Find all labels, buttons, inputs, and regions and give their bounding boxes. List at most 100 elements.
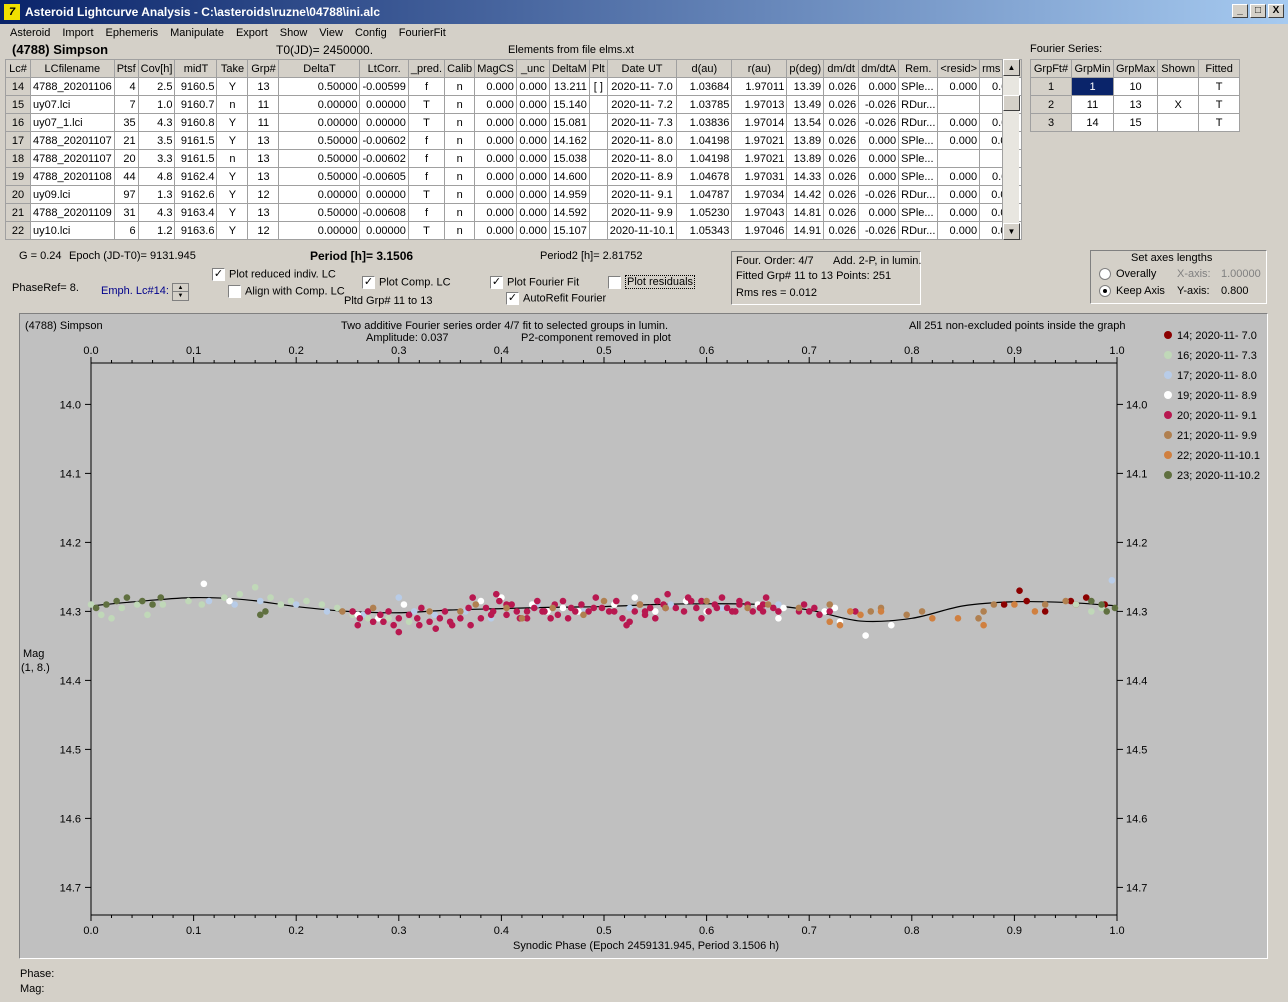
lightcurve-cell[interactable]: 0.026: [823, 185, 860, 204]
spin-down-icon[interactable]: ▼: [177, 293, 184, 299]
lightcurve-cell[interactable]: 1.97013: [731, 95, 788, 114]
lightcurve-cell[interactable]: SPle...: [898, 167, 939, 186]
lightcurve-cell[interactable]: 0.000: [937, 77, 981, 96]
lightcurve-cell[interactable]: 4788_20201107: [30, 149, 115, 168]
lightcurve-cell[interactable]: 0.000: [858, 203, 900, 222]
lightcurve-cell[interactable]: 0.026: [823, 113, 860, 132]
menu-import[interactable]: Import: [62, 27, 94, 39]
lightcurve-table[interactable]: Lc# LCfilename Ptsf Cov[h] midT Take Grp# Delta…: [5, 59, 1022, 240]
lightcurve-cell[interactable]: -0.00602: [359, 131, 409, 150]
y-axis-value[interactable]: 0.800: [1221, 285, 1249, 297]
lightcurve-cell[interactable]: f: [407, 149, 446, 168]
lightcurve-cell[interactable]: 0.000: [474, 113, 517, 132]
column-header[interactable]: d(au): [676, 59, 733, 78]
lightcurve-cell[interactable]: 1.3: [137, 185, 176, 204]
lightcurve-cell[interactable]: uy07_1.lci: [30, 113, 115, 132]
column-header[interactable]: MagCS: [474, 59, 517, 78]
lightcurve-cell[interactable]: 13.49: [786, 95, 825, 114]
lightcurve-cell[interactable]: 0.000: [474, 95, 517, 114]
lightcurve-cell[interactable]: uy07.lci: [30, 95, 115, 114]
lightcurve-cell[interactable]: Y: [216, 185, 249, 204]
lightcurve-cell[interactable]: n: [444, 221, 476, 240]
plot-residuals-checkbox[interactable]: Plot residuals: [608, 275, 696, 290]
menu-export[interactable]: Export: [235, 27, 268, 39]
lightcurve-cell[interactable]: n: [216, 149, 249, 168]
lightcurve-cell[interactable]: 4788_20201106: [30, 77, 115, 96]
lightcurve-cell[interactable]: 0.000: [858, 131, 900, 150]
lightcurve-cell[interactable]: 0.000: [474, 167, 517, 186]
fourier-cell[interactable]: T: [1198, 77, 1241, 96]
lightcurve-cell[interactable]: 0.000: [474, 203, 517, 222]
column-header[interactable]: DeltaM: [548, 59, 590, 78]
lightcurve-row[interactable]: 18 4788_20201107 20 3.3 9161.5 n 13 0.50000 -0.0…: [5, 149, 1022, 168]
plot-comp-checkbox[interactable]: ✓ Plot Comp. LC: [362, 276, 451, 289]
lightcurve-cell[interactable]: n: [216, 95, 249, 114]
column-header[interactable]: <resid>: [937, 59, 981, 78]
lightcurve-cell[interactable]: -0.00599: [359, 77, 409, 96]
lightcurve-cell[interactable]: 1.04198: [676, 149, 733, 168]
lightcurve-cell[interactable]: -0.026: [858, 221, 900, 240]
fourier-cell[interactable]: T: [1198, 113, 1241, 132]
lightcurve-cell[interactable]: n: [444, 185, 476, 204]
lightcurve-cell[interactable]: 0.000: [937, 131, 981, 150]
lightcurve-cell[interactable]: uy10.lci: [30, 221, 115, 240]
lightcurve-cell[interactable]: n: [444, 113, 476, 132]
minimize-button[interactable]: _: [1232, 4, 1248, 18]
fourier-row[interactable]: 1 1 10 T: [1030, 77, 1241, 96]
lightcurve-cell[interactable]: 14.959: [548, 185, 590, 204]
fourier-cell[interactable]: 1: [1030, 77, 1072, 96]
lightcurve-cell[interactable]: 0.000: [515, 203, 550, 222]
lightcurve-cell[interactable]: 0.50000: [278, 167, 361, 186]
lightcurve-cell[interactable]: 2.5: [137, 77, 176, 96]
lightcurve-cell[interactable]: 17: [5, 131, 31, 150]
lightcurve-cell[interactable]: uy09.lci: [30, 185, 115, 204]
lightcurve-cell[interactable]: [937, 95, 981, 114]
column-header[interactable]: Plt: [588, 59, 608, 78]
lightcurve-cell[interactable]: 16: [5, 113, 31, 132]
align-comp-checkbox[interactable]: Align with Comp. LC: [228, 285, 345, 298]
fourier-cell[interactable]: 14: [1071, 113, 1114, 132]
lightcurve-cell[interactable]: 9161.5: [174, 131, 218, 150]
spin-up-icon[interactable]: ▲: [173, 284, 188, 292]
lightcurve-cell[interactable]: 1.03785: [676, 95, 733, 114]
column-header[interactable]: Cov[h]: [137, 59, 176, 78]
column-header[interactable]: Rem.: [898, 59, 939, 78]
lightcurve-cell[interactable]: 11: [247, 95, 280, 114]
lightcurve-cell[interactable]: n: [444, 131, 476, 150]
lightcurve-cell[interactable]: n: [444, 77, 476, 96]
lightcurve-cell[interactable]: 6: [113, 221, 139, 240]
fourier-cell[interactable]: 10: [1112, 77, 1159, 96]
lightcurve-cell[interactable]: 0.000: [515, 113, 550, 132]
fourier-cell[interactable]: 11: [1071, 95, 1114, 114]
lightcurve-cell[interactable]: 0.000: [474, 185, 517, 204]
lightcurve-cell[interactable]: [588, 185, 608, 204]
column-header[interactable]: p(deg): [786, 59, 825, 78]
column-header[interactable]: _pred.: [407, 59, 446, 78]
column-header[interactable]: Grp#: [247, 59, 280, 78]
lightcurve-cell[interactable]: 0.026: [823, 131, 860, 150]
lightcurve-cell[interactable]: 0.00000: [278, 113, 361, 132]
fourier-cell[interactable]: 3: [1030, 113, 1072, 132]
lightcurve-cell[interactable]: Y: [216, 221, 249, 240]
lightcurve-cell[interactable]: 0.00000: [278, 185, 361, 204]
period-value[interactable]: Period [h]= 3.1506: [310, 249, 414, 263]
lightcurve-cell[interactable]: 21: [5, 203, 31, 222]
lightcurve-cell[interactable]: 0.000: [515, 167, 550, 186]
lightcurve-cell[interactable]: 15.140: [548, 95, 590, 114]
maximize-button[interactable]: □: [1250, 4, 1266, 18]
lightcurve-cell[interactable]: 1.97021: [731, 149, 788, 168]
lightcurve-cell[interactable]: 0.50000: [278, 131, 361, 150]
lightcurve-cell[interactable]: T: [407, 95, 446, 114]
lightcurve-cell[interactable]: 0.00000: [359, 95, 409, 114]
lightcurve-cell[interactable]: 2020-11- 9.1: [606, 185, 678, 204]
lightcurve-cell[interactable]: 14.42: [786, 185, 825, 204]
column-header[interactable]: Take: [216, 59, 249, 78]
lightcurve-cell[interactable]: -0.00608: [359, 203, 409, 222]
scroll-thumb[interactable]: [1003, 95, 1020, 111]
lightcurve-cell[interactable]: 14.91: [786, 221, 825, 240]
lightcurve-cell[interactable]: 0.026: [823, 95, 860, 114]
lightcurve-cell[interactable]: 14.81: [786, 203, 825, 222]
lightcurve-cell[interactable]: 0.000: [858, 77, 900, 96]
lightcurve-row[interactable]: 17 4788_20201107 21 3.5 9161.5 Y 13 0.50000 -0.0…: [5, 131, 1022, 150]
lightcurve-cell[interactable]: 1.97034: [731, 185, 788, 204]
